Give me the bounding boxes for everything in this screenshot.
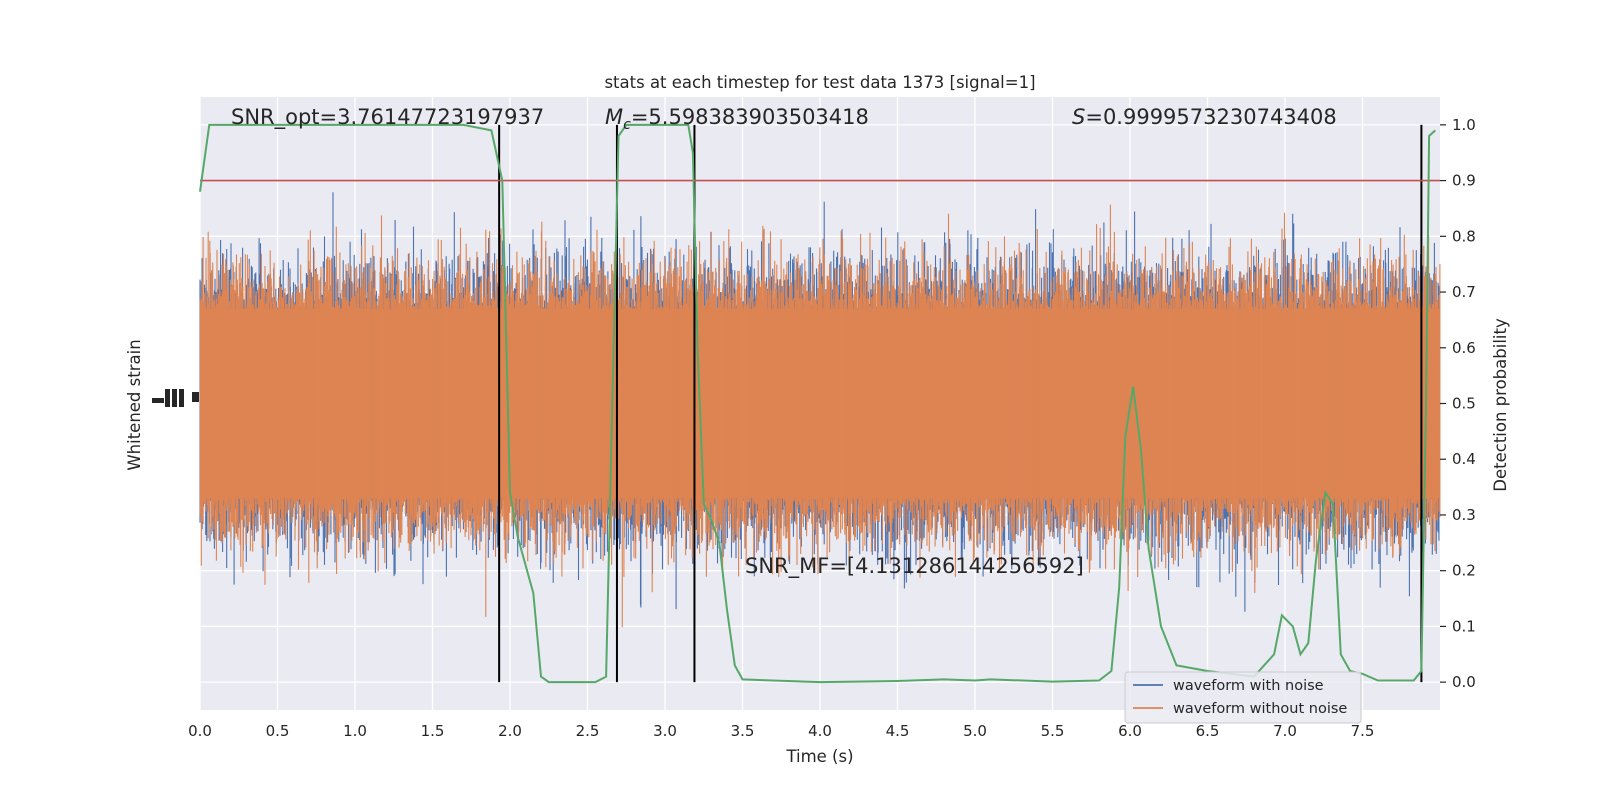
left-tick-mark <box>192 392 199 402</box>
right-axis-label: Detection probability <box>1491 318 1510 492</box>
right-tick-label: 0.0 <box>1452 673 1476 691</box>
x-tick-label: 4.0 <box>808 722 832 740</box>
x-axis-label: Time (s) <box>785 747 853 766</box>
detection-probability-line <box>199 123 1436 684</box>
chirp-mass-annotation: Mc=5.598383903503418 <box>605 105 869 133</box>
left-tick-mark <box>172 389 177 407</box>
x-tick-label: 4.5 <box>886 722 910 740</box>
x-tick-label: 7.0 <box>1273 722 1297 740</box>
legend-label-without-noise: waveform without noise <box>1173 701 1347 717</box>
x-tick-label: 0.0 <box>188 722 212 740</box>
chirp-mass-value: =5.598383903503418 <box>631 105 869 129</box>
snr-mf-annotation: SNR_MF=[4.131286144256592] <box>745 554 1084 579</box>
right-axis-ticks: 0.0 0.1 0.2 0.3 0.4 0.5 0.6 0.7 0.8 0.9 1.0 <box>1440 116 1476 691</box>
x-tick-label: 0.5 <box>266 722 290 740</box>
left-tick-mark <box>165 389 170 407</box>
noise-spikes <box>199 204 1441 628</box>
s-annotation: S=0.9999573230743408 <box>1072 105 1337 129</box>
left-tick-mark <box>152 398 164 403</box>
legend-label-with-noise: waveform with noise <box>1173 678 1324 694</box>
legend-box <box>1124 671 1362 724</box>
s-symbol: S <box>1072 105 1085 129</box>
right-tick-label: 1.0 <box>1452 116 1476 134</box>
strain-series <box>199 192 1441 628</box>
x-tick-label: 2.0 <box>498 722 522 740</box>
right-tick-label: 0.2 <box>1452 562 1476 580</box>
x-axis-ticks: 0.0 0.5 1.0 1.5 2.0 2.5 3.0 3.5 4.0 4.5 5.0 5.5 6.0 6… <box>188 722 1374 740</box>
snr-opt-annotation: SNR_opt=3.76147723197937 <box>231 105 544 130</box>
detection-probability-series <box>199 123 1436 684</box>
left-axis-tick-cluster <box>152 389 199 407</box>
x-tick-label: 5.0 <box>963 722 987 740</box>
x-tick-label: 2.5 <box>576 722 600 740</box>
right-tick-label: 0.3 <box>1452 506 1476 524</box>
x-tick-label: 1.0 <box>343 722 367 740</box>
left-tick-mark <box>179 389 184 407</box>
left-axis-label: Whitened strain <box>125 339 144 470</box>
right-tick-label: 0.9 <box>1452 172 1476 190</box>
x-tick-label: 6.0 <box>1118 722 1142 740</box>
right-tick-label: 0.4 <box>1452 450 1476 468</box>
right-tick-label: 0.5 <box>1452 395 1476 413</box>
right-tick-label: 0.1 <box>1452 617 1476 635</box>
chart-title: stats at each timestep for test data 137… <box>604 73 1035 92</box>
right-tick-label: 0.7 <box>1452 283 1476 301</box>
right-tick-label: 0.8 <box>1452 227 1476 245</box>
x-tick-label: 6.5 <box>1196 722 1220 740</box>
chirp-mass-symbol: M <box>605 105 623 129</box>
x-tick-label: 1.5 <box>421 722 445 740</box>
x-tick-label: 7.5 <box>1351 722 1375 740</box>
right-tick-label: 0.6 <box>1452 339 1476 357</box>
x-tick-label: 5.5 <box>1041 722 1065 740</box>
s-value: =0.9999573230743408 <box>1085 105 1336 129</box>
x-tick-label: 3.5 <box>731 722 755 740</box>
x-tick-label: 3.0 <box>653 722 677 740</box>
legend: waveform with noise waveform without noi… <box>1124 671 1362 724</box>
chirp-mass-subscript: c <box>623 117 631 133</box>
